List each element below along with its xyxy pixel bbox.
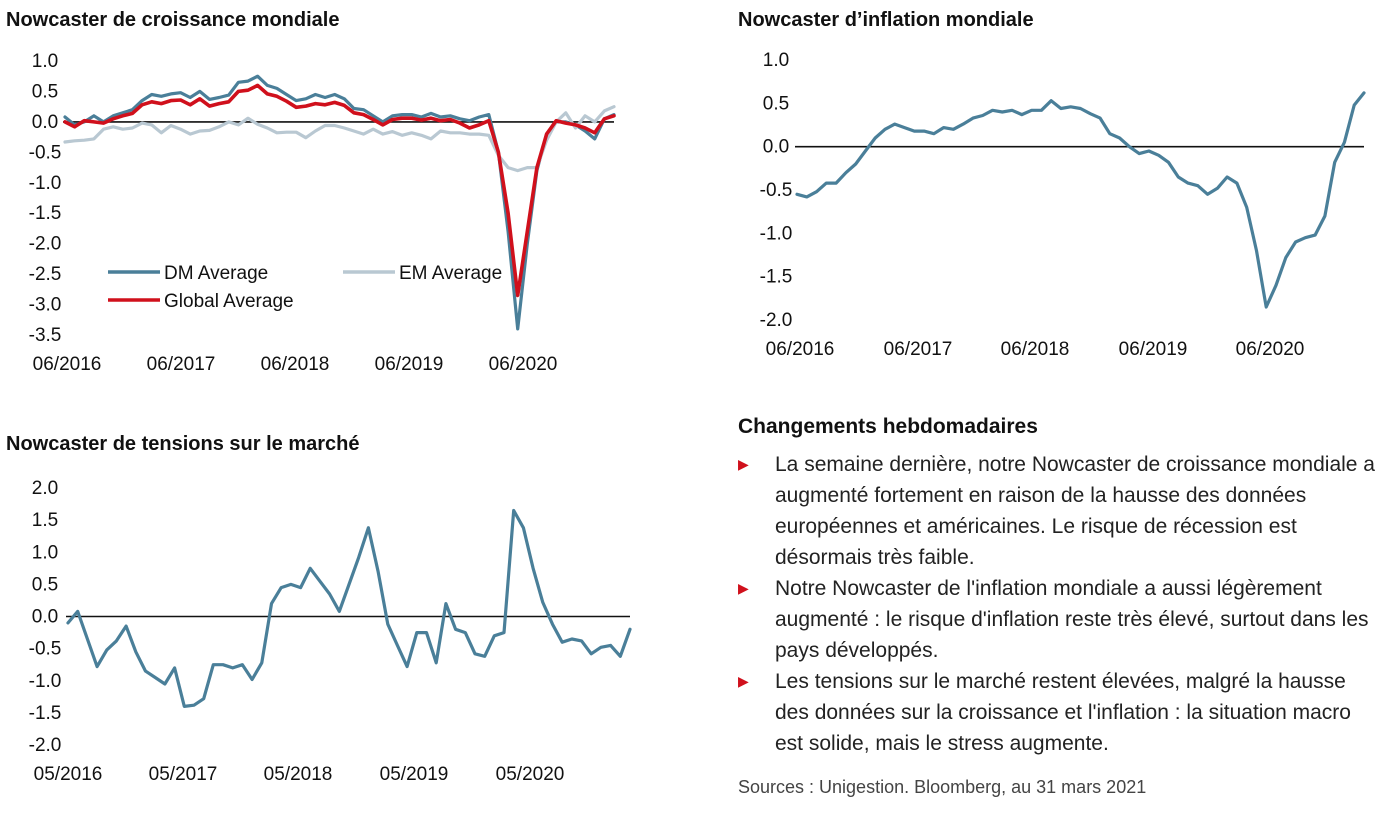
y-tick-label: 1.5 bbox=[32, 510, 58, 531]
growth-chart-panel: Nowcaster de croissance mondiale 1.0 0.5 0… bbox=[0, 0, 640, 390]
y-tick-label: -2.0 bbox=[29, 234, 62, 255]
bullet-icon: ▶ bbox=[738, 456, 749, 472]
y-tick-label: -1.5 bbox=[29, 703, 62, 724]
list-item: ▶ Notre Nowcaster de l'inflation mondiale… bbox=[738, 573, 1378, 666]
legend-label: Global Average bbox=[164, 291, 294, 312]
x-tick-label: 05/2019 bbox=[380, 764, 449, 785]
x-tick-label: 06/2020 bbox=[489, 354, 558, 375]
weekly-changes-title: Changements hebdomadaires bbox=[738, 415, 1038, 438]
x-tick-label: 06/2019 bbox=[1119, 339, 1188, 360]
y-tick-label: -2.0 bbox=[760, 310, 793, 331]
y-tick-label: 0.0 bbox=[763, 137, 789, 158]
list-item-text: Notre Nowcaster de l'inflation mondiale … bbox=[775, 577, 1369, 662]
tension-series-line bbox=[66, 508, 632, 708]
x-tick-label: 05/2018 bbox=[264, 764, 333, 785]
x-tick-label: 06/2017 bbox=[884, 339, 953, 360]
x-tick-label: 06/2016 bbox=[33, 354, 102, 375]
x-tick-label: 05/2016 bbox=[34, 764, 103, 785]
y-tick-label: -2.5 bbox=[29, 264, 62, 285]
x-tick-label: 06/2020 bbox=[1236, 339, 1305, 360]
y-tick-label: -1.5 bbox=[760, 267, 793, 288]
inflation-chart-panel: Nowcaster d’inflation mondiale 1.0 0.5 0.0… bbox=[730, 0, 1370, 390]
y-tick-label: -0.5 bbox=[760, 180, 793, 201]
list-item-text: La semaine dernière, notre Nowcaster de … bbox=[775, 453, 1375, 569]
sources-note: Sources : Unigestion. Bloomberg, au 31 m… bbox=[738, 777, 1147, 797]
inflation-series-line bbox=[795, 91, 1366, 309]
weekly-changes-panel: Changements hebdomadaires ▶ La semaine de… bbox=[738, 415, 1378, 759]
y-tick-label: 0.0 bbox=[32, 607, 58, 628]
bullet-icon: ▶ bbox=[738, 580, 749, 596]
x-tick-label: 06/2018 bbox=[261, 354, 330, 375]
list-item: ▶ La semaine dernière, notre Nowcaster de… bbox=[738, 449, 1378, 573]
tension-chart: 2.0 1.5 1.0 0.5 0.0 -0.5 -1.0 -1.5 -2.0 05/2016 05… bbox=[29, 478, 632, 785]
y-tick-label: 0.5 bbox=[32, 81, 58, 102]
growth-chart-title: Nowcaster de croissance mondiale bbox=[6, 9, 340, 31]
y-tick-label: -3.0 bbox=[29, 295, 62, 316]
y-tick-label: 2.0 bbox=[32, 478, 58, 499]
dm-average-series-line bbox=[63, 74, 616, 331]
inflation-chart: 1.0 0.5 0.0 -0.5 -1.0 -1.5 -2.0 06/2016 06/2017 0… bbox=[760, 50, 1366, 360]
y-tick-label: -1.5 bbox=[29, 203, 62, 224]
x-tick-label: 05/2020 bbox=[496, 764, 565, 785]
inflation-chart-title: Nowcaster d’inflation mondiale bbox=[738, 9, 1034, 31]
y-tick-label: -1.0 bbox=[760, 223, 793, 244]
legend-label: EM Average bbox=[399, 263, 502, 284]
y-tick-label: -1.0 bbox=[29, 671, 62, 692]
x-tick-label: 05/2017 bbox=[149, 764, 218, 785]
y-tick-label: 0.0 bbox=[32, 112, 58, 133]
y-tick-label: 1.0 bbox=[32, 542, 58, 563]
y-tick-label: 0.5 bbox=[763, 93, 789, 114]
y-tick-label: 1.0 bbox=[763, 50, 789, 71]
y-tick-label: -0.5 bbox=[29, 639, 62, 660]
weekly-changes-list: ▶ La semaine dernière, notre Nowcaster de… bbox=[738, 449, 1378, 759]
x-tick-label: 06/2019 bbox=[375, 354, 444, 375]
bullet-icon: ▶ bbox=[738, 673, 749, 689]
y-tick-label: -1.0 bbox=[29, 173, 62, 194]
y-tick-label: -0.5 bbox=[29, 142, 62, 163]
y-tick-label: 0.5 bbox=[32, 574, 58, 595]
legend-label: DM Average bbox=[164, 263, 268, 284]
global-average-series-line bbox=[63, 83, 616, 298]
x-tick-label: 06/2017 bbox=[147, 354, 216, 375]
list-item: ▶ Les tensions sur le marché restent élev… bbox=[738, 666, 1378, 759]
tension-chart-title: Nowcaster de tensions sur le marché bbox=[6, 433, 360, 455]
growth-chart: 1.0 0.5 0.0 -0.5 -1.0 -1.5 -2.0 -2.5 -3.0 -3.5 06/… bbox=[29, 51, 616, 375]
y-tick-label: 1.0 bbox=[32, 51, 58, 72]
tension-chart-panel: Nowcaster de tensions sur le marché 2.0 1… bbox=[0, 420, 640, 810]
em-average-series-line bbox=[63, 105, 616, 173]
x-tick-label: 06/2016 bbox=[766, 339, 835, 360]
list-item-text: Les tensions sur le marché restent élevé… bbox=[775, 670, 1351, 755]
y-tick-label: -3.5 bbox=[29, 325, 62, 346]
x-tick-label: 06/2018 bbox=[1001, 339, 1070, 360]
y-tick-label: -2.0 bbox=[29, 735, 62, 756]
